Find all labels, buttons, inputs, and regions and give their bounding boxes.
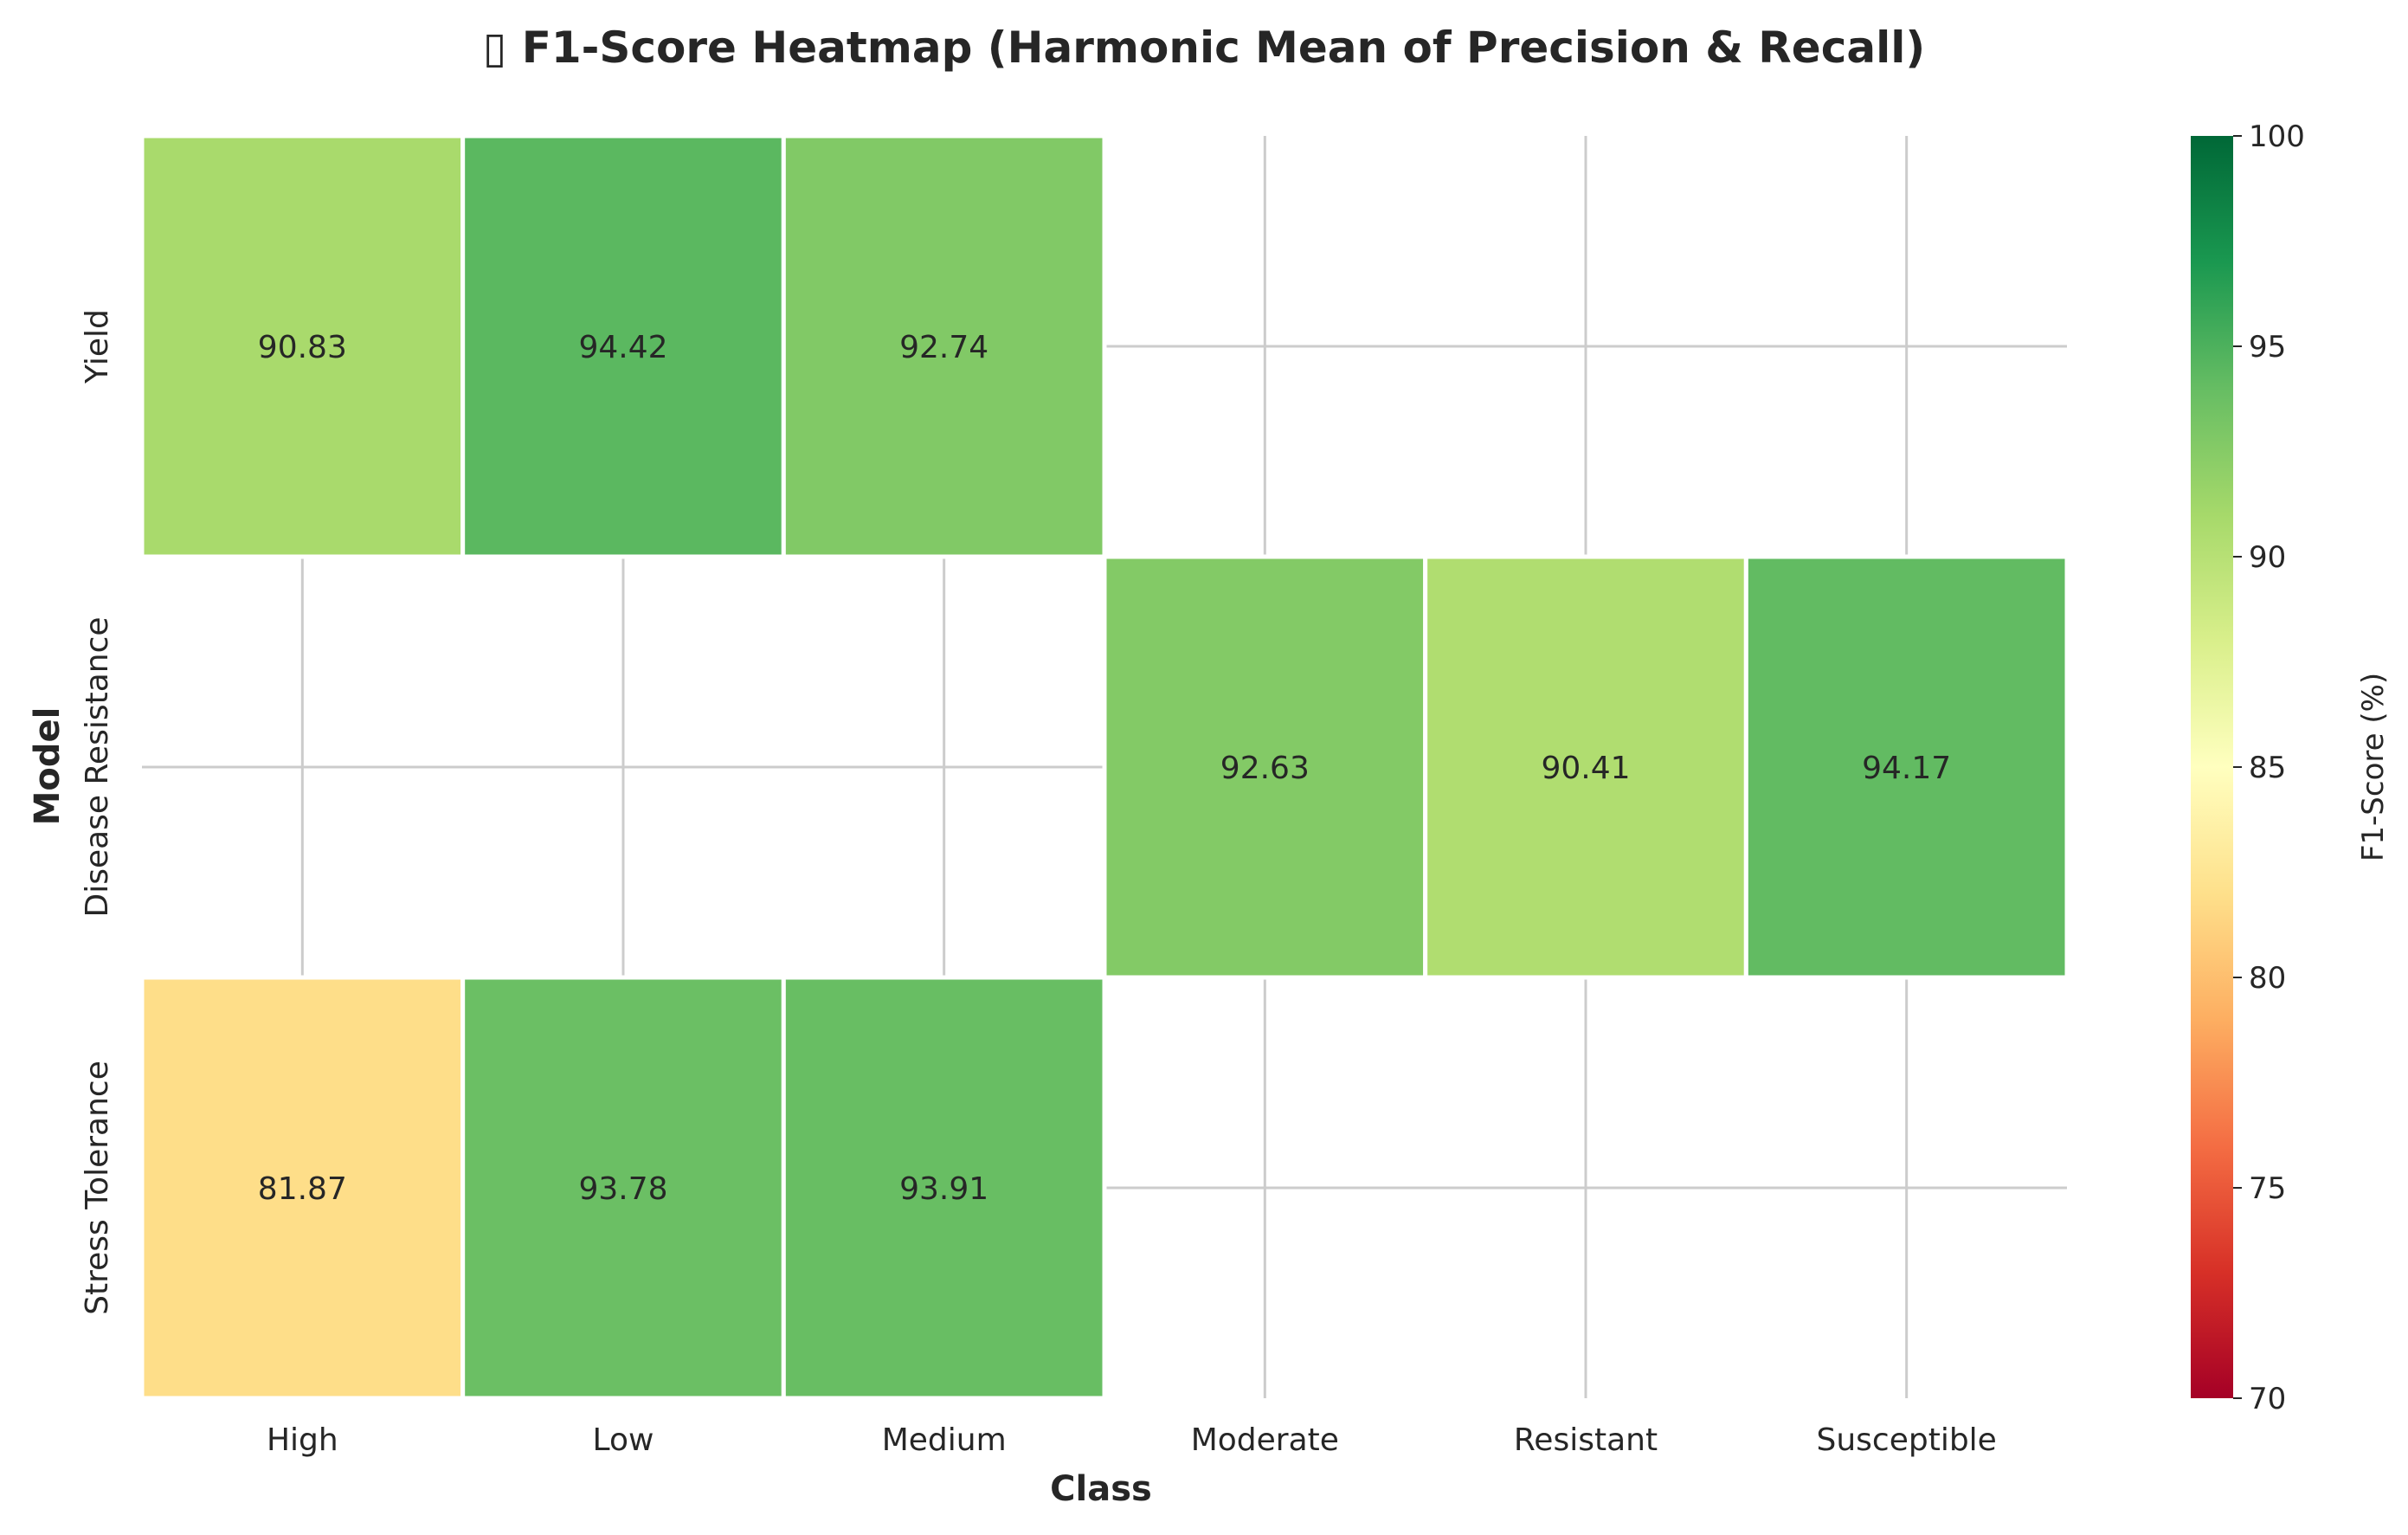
colorbar-tick-label: 70	[2249, 1382, 2286, 1416]
heatmap-cell	[1423, 554, 1748, 980]
cell-value-label: 92.63	[1220, 751, 1310, 786]
heatmap-cell	[781, 975, 1107, 1401]
y-axis-title: Model	[28, 707, 68, 826]
cell-value-label: 90.41	[1541, 751, 1630, 786]
cell-value-label: 92.74	[899, 330, 988, 365]
colorbar-tick-label: 90	[2249, 540, 2286, 575]
x-tick-label: Medium	[882, 1422, 1007, 1458]
colorbar-tick-label: 80	[2249, 961, 2286, 996]
y-tick-label: Yield	[80, 309, 115, 384]
colorbar-label: F1-Score (%)	[2356, 673, 2391, 861]
colorbar-tick-label: 100	[2249, 119, 2305, 154]
cell-value-label: 90.83	[258, 330, 347, 365]
y-tick-labels: Yield Disease Resistance Stress Tolerance	[80, 309, 115, 1315]
colorbar-tick-label: 85	[2249, 751, 2286, 785]
heatmap-cells: 90.83 94.42 92.74 92.63 90.41 94.17 81.87 93.78…	[139, 133, 2070, 1401]
y-tick-label: Disease Resistance	[80, 616, 115, 917]
heatmap-cell	[1743, 554, 2070, 980]
x-tick-label: Moderate	[1191, 1422, 1339, 1458]
x-tick-label: Resistant	[1514, 1422, 1658, 1458]
x-tick-label: High	[267, 1422, 338, 1458]
x-axis-title: Class	[1050, 1469, 1152, 1509]
heatmap-cell	[1102, 554, 1428, 980]
x-tick-labels: High Low Medium Moderate Resistant Susceptibl…	[267, 1422, 1997, 1458]
y-tick-label: Stress Tolerance	[80, 1061, 115, 1315]
heatmap-cell	[781, 133, 1107, 559]
x-tick-label: Susceptible	[1816, 1422, 1996, 1458]
cell-value-label: 93.91	[899, 1171, 988, 1207]
heatmap-cell	[460, 975, 786, 1401]
heatmap-cell	[139, 975, 466, 1401]
colorbar-tick-label: 75	[2249, 1171, 2286, 1206]
cell-value-label: 94.17	[1862, 751, 1951, 786]
cell-value-label: 94.42	[578, 330, 667, 365]
colorbar-ticks: 70 75 80 85 90 95 100	[2233, 119, 2305, 1416]
x-tick-label: Low	[593, 1422, 654, 1458]
colorbar: 70 75 80 85 90 95 100 F1-Score (%)	[2191, 119, 2391, 1416]
heatmap-cell	[460, 133, 786, 559]
colorbar-gradient	[2191, 136, 2233, 1398]
colorbar-tick-label: 95	[2249, 330, 2286, 364]
chart-title: ▯ F1-Score Heatmap (Harmonic Mean of Pre…	[483, 23, 1925, 73]
cell-value-label: 93.78	[578, 1171, 667, 1207]
cell-value-label: 81.87	[258, 1171, 347, 1207]
